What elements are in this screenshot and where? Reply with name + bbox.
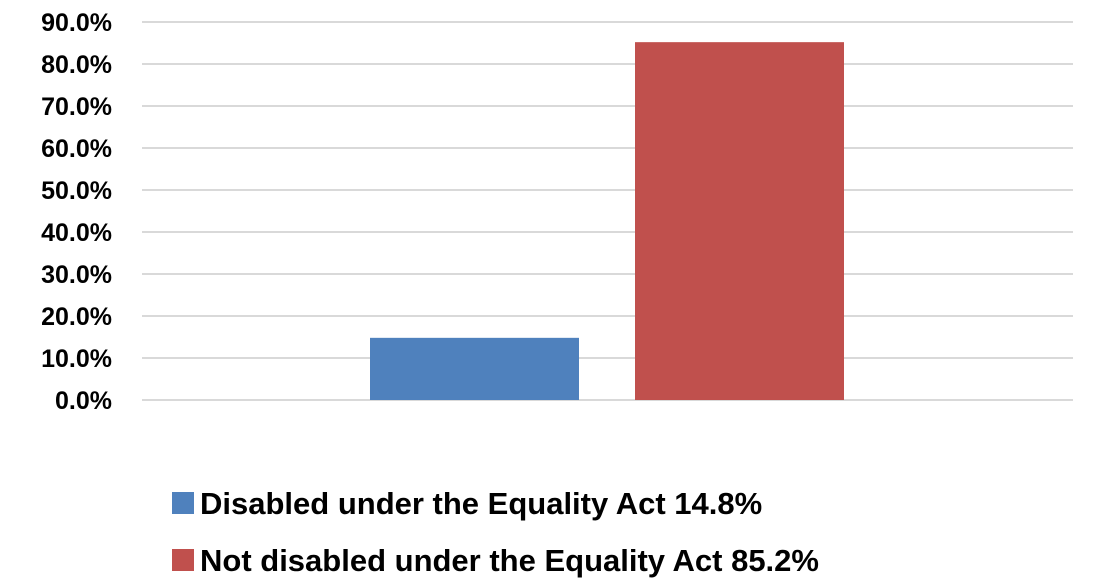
legend-swatch — [172, 549, 194, 571]
legend-label: Not disabled under the Equality Act 85.2… — [200, 543, 819, 578]
gridlines — [142, 21, 1073, 401]
y-tick-label: 20.0% — [41, 303, 112, 331]
y-tick-label: 70.0% — [41, 93, 112, 121]
y-tick-label: 30.0% — [41, 261, 112, 289]
y-tick-label: 0.0% — [55, 387, 112, 415]
y-tick-label: 10.0% — [41, 345, 112, 373]
legend-label: Disabled under the Equality Act 14.8% — [200, 486, 762, 521]
y-tick-label: 90.0% — [41, 9, 112, 37]
bar-disabled — [370, 337, 579, 400]
y-tick-label: 40.0% — [41, 219, 112, 247]
legend: Disabled under the Equality Act 14.8% Not… — [172, 486, 819, 578]
y-tick-label: 60.0% — [41, 135, 112, 163]
y-axis-tick-labels: 0.0% 10.0% 20.0% 30.0% 40.0% 50.0% 60.0% 70.0% 8… — [41, 9, 112, 415]
y-tick-label: 80.0% — [41, 51, 112, 79]
bars — [370, 42, 844, 400]
y-tick-label: 50.0% — [41, 177, 112, 205]
legend-swatch — [172, 492, 194, 514]
bar-not-disabled — [635, 42, 844, 400]
